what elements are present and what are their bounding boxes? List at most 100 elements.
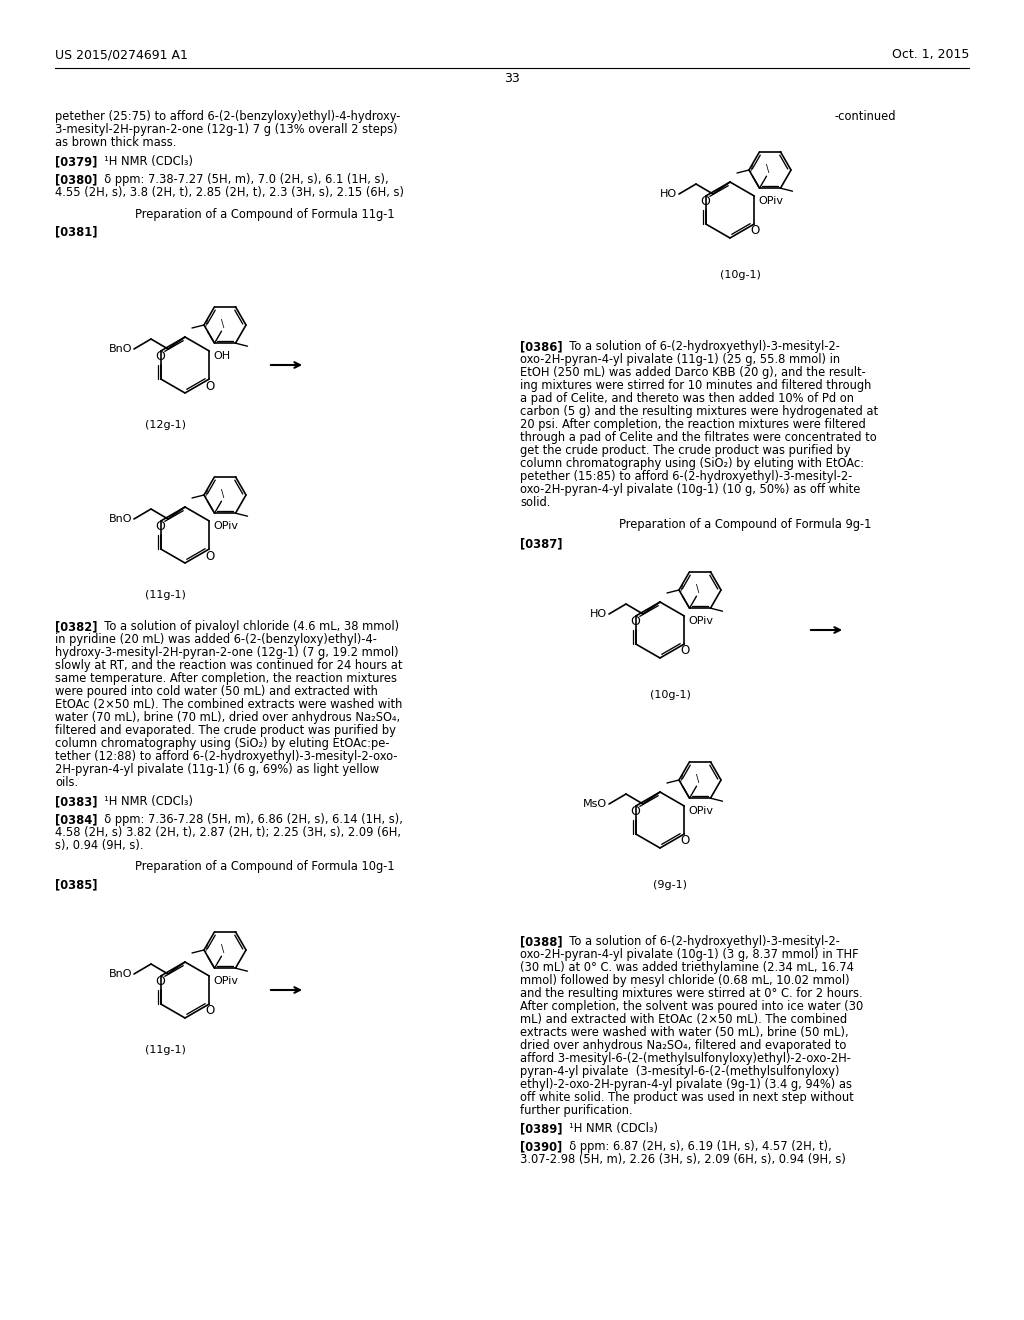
Text: oils.: oils. bbox=[55, 776, 78, 789]
Text: /: / bbox=[750, 164, 753, 174]
Text: petether (25:75) to afford 6-(2-(benzyloxy)ethyl)-4-hydroxy-: petether (25:75) to afford 6-(2-(benzylo… bbox=[55, 110, 400, 123]
Text: (30 mL) at 0° C. was added triethylamine (2.34 mL, 16.74: (30 mL) at 0° C. was added triethylamine… bbox=[520, 961, 854, 974]
Text: EtOAc (2×50 mL). The combined extracts were washed with: EtOAc (2×50 mL). The combined extracts w… bbox=[55, 698, 402, 711]
Text: O: O bbox=[205, 549, 214, 562]
Text: afford 3-mesityl-6-(2-(methylsulfonyloxy)ethyl)-2-oxo-2H-: afford 3-mesityl-6-(2-(methylsulfonyloxy… bbox=[520, 1052, 851, 1065]
Text: ing mixtures were stirred for 10 minutes and filtered through: ing mixtures were stirred for 10 minutes… bbox=[520, 379, 871, 392]
Text: ¹H NMR (CDCl₃): ¹H NMR (CDCl₃) bbox=[97, 154, 193, 168]
Text: O: O bbox=[205, 1005, 214, 1018]
Text: 2H-pyran-4-yl pivalate (11g-1) (6 g, 69%) as light yellow: 2H-pyran-4-yl pivalate (11g-1) (6 g, 69%… bbox=[55, 763, 379, 776]
Text: O: O bbox=[630, 615, 640, 628]
Text: in pyridine (20 mL) was added 6-(2-(benzyloxy)ethyl)-4-: in pyridine (20 mL) was added 6-(2-(benz… bbox=[55, 634, 377, 645]
Text: dried over anhydrous Na₂SO₄, filtered and evaporated to: dried over anhydrous Na₂SO₄, filtered an… bbox=[520, 1039, 847, 1052]
Text: /: / bbox=[205, 490, 208, 499]
Text: O: O bbox=[155, 975, 165, 987]
Text: To a solution of 6-(2-hydroxyethyl)-3-mesityl-2-: To a solution of 6-(2-hydroxyethyl)-3-me… bbox=[562, 341, 840, 352]
Text: To a solution of pivaloyl chloride (4.6 mL, 38 mmol): To a solution of pivaloyl chloride (4.6 … bbox=[97, 620, 399, 634]
Text: [0379]: [0379] bbox=[55, 154, 97, 168]
Text: (12g-1): (12g-1) bbox=[144, 420, 185, 430]
Text: 20 psi. After completion, the reaction mixtures were filtered: 20 psi. After completion, the reaction m… bbox=[520, 418, 865, 432]
Text: 3.07-2.98 (5H, m), 2.26 (3H, s), 2.09 (6H, s), 0.94 (9H, s): 3.07-2.98 (5H, m), 2.26 (3H, s), 2.09 (6… bbox=[520, 1152, 846, 1166]
Text: Oct. 1, 2015: Oct. 1, 2015 bbox=[892, 48, 969, 61]
Text: column chromatography using (SiO₂) by eluting with EtOAc:: column chromatography using (SiO₂) by el… bbox=[520, 457, 864, 470]
Text: oxo-2H-pyran-4-yl pivalate (10g-1) (3 g, 8.37 mmol) in THF: oxo-2H-pyran-4-yl pivalate (10g-1) (3 g,… bbox=[520, 948, 859, 961]
Text: petether (15:85) to afford 6-(2-hydroxyethyl)-3-mesityl-2-: petether (15:85) to afford 6-(2-hydroxye… bbox=[520, 470, 852, 483]
Text: (10g-1): (10g-1) bbox=[649, 690, 690, 700]
Text: -continued: -continued bbox=[835, 110, 896, 123]
Text: [0381]: [0381] bbox=[55, 224, 97, 238]
Text: To a solution of 6-(2-hydroxyethyl)-3-mesityl-2-: To a solution of 6-(2-hydroxyethyl)-3-me… bbox=[562, 935, 840, 948]
Text: Preparation of a Compound of Formula 10g-1: Preparation of a Compound of Formula 10g… bbox=[135, 861, 395, 873]
Text: same temperature. After completion, the reaction mixtures: same temperature. After completion, the … bbox=[55, 672, 397, 685]
Text: extracts were washed with water (50 mL), brine (50 mL),: extracts were washed with water (50 mL),… bbox=[520, 1026, 849, 1039]
Text: 4.55 (2H, s), 3.8 (2H, t), 2.85 (2H, t), 2.3 (3H, s), 2.15 (6H, s): 4.55 (2H, s), 3.8 (2H, t), 2.85 (2H, t),… bbox=[55, 186, 404, 199]
Text: O: O bbox=[680, 834, 689, 847]
Text: pyran-4-yl pivalate  (3-mesityl-6-(2-(methylsulfonyloxy): pyran-4-yl pivalate (3-mesityl-6-(2-(met… bbox=[520, 1065, 840, 1078]
Text: O: O bbox=[751, 224, 760, 238]
Text: After completion, the solvent was poured into ice water (30: After completion, the solvent was poured… bbox=[520, 1001, 863, 1012]
Text: a pad of Celite, and thereto was then added 10% of Pd on: a pad of Celite, and thereto was then ad… bbox=[520, 392, 854, 405]
Text: OPiv: OPiv bbox=[688, 616, 714, 626]
Text: O: O bbox=[680, 644, 689, 657]
Text: Preparation of a Compound of Formula 9g-1: Preparation of a Compound of Formula 9g-… bbox=[618, 517, 871, 531]
Text: [0382]: [0382] bbox=[55, 620, 97, 634]
Text: US 2015/0274691 A1: US 2015/0274691 A1 bbox=[55, 48, 187, 61]
Text: off white solid. The product was used in next step without: off white solid. The product was used in… bbox=[520, 1092, 854, 1104]
Text: (11g-1): (11g-1) bbox=[144, 1045, 185, 1055]
Text: δ ppm: 7.38-7.27 (5H, m), 7.0 (2H, s), 6.1 (1H, s),: δ ppm: 7.38-7.27 (5H, m), 7.0 (2H, s), 6… bbox=[97, 173, 389, 186]
Text: filtered and evaporated. The crude product was purified by: filtered and evaporated. The crude produ… bbox=[55, 723, 396, 737]
Text: \: \ bbox=[221, 490, 224, 499]
Text: Preparation of a Compound of Formula 11g-1: Preparation of a Compound of Formula 11g… bbox=[135, 209, 395, 220]
Text: water (70 mL), brine (70 mL), dried over anhydrous Na₂SO₄,: water (70 mL), brine (70 mL), dried over… bbox=[55, 711, 400, 723]
Text: /: / bbox=[205, 319, 208, 329]
Text: [0384]: [0384] bbox=[55, 813, 97, 826]
Text: /: / bbox=[205, 944, 208, 954]
Text: mL) and extracted with EtOAc (2×50 mL). The combined: mL) and extracted with EtOAc (2×50 mL). … bbox=[520, 1012, 847, 1026]
Text: HO: HO bbox=[659, 189, 677, 199]
Text: (11g-1): (11g-1) bbox=[144, 590, 185, 601]
Text: OPiv: OPiv bbox=[688, 807, 714, 816]
Text: s), 0.94 (9H, s).: s), 0.94 (9H, s). bbox=[55, 840, 143, 851]
Text: slowly at RT, and the reaction was continued for 24 hours at: slowly at RT, and the reaction was conti… bbox=[55, 659, 402, 672]
Text: \: \ bbox=[221, 319, 224, 329]
Text: 4.58 (2H, s) 3.82 (2H, t), 2.87 (2H, t); 2.25 (3H, s), 2.09 (6H,: 4.58 (2H, s) 3.82 (2H, t), 2.87 (2H, t);… bbox=[55, 826, 401, 840]
Text: \: \ bbox=[696, 585, 699, 594]
Text: [0387]: [0387] bbox=[520, 537, 562, 550]
Text: through a pad of Celite and the filtrates were concentrated to: through a pad of Celite and the filtrate… bbox=[520, 432, 877, 444]
Text: O: O bbox=[205, 380, 214, 392]
Text: column chromatography using (SiO₂) by eluting EtOAc:pe-: column chromatography using (SiO₂) by el… bbox=[55, 737, 389, 750]
Text: O: O bbox=[155, 350, 165, 363]
Text: OH: OH bbox=[213, 351, 230, 360]
Text: \: \ bbox=[696, 775, 699, 784]
Text: OPiv: OPiv bbox=[758, 195, 783, 206]
Text: /: / bbox=[680, 585, 683, 594]
Text: [0383]: [0383] bbox=[55, 795, 97, 808]
Text: mmol) followed by mesyl chloride (0.68 mL, 10.02 mmol): mmol) followed by mesyl chloride (0.68 m… bbox=[520, 974, 850, 987]
Text: 33: 33 bbox=[504, 73, 520, 84]
Text: [0380]: [0380] bbox=[55, 173, 97, 186]
Text: EtOH (250 mL) was added Darco KBB (20 g), and the result-: EtOH (250 mL) was added Darco KBB (20 g)… bbox=[520, 366, 865, 379]
Text: /: / bbox=[680, 775, 683, 784]
Text: δ ppm: 7.36-7.28 (5H, m), 6.86 (2H, s), 6.14 (1H, s),: δ ppm: 7.36-7.28 (5H, m), 6.86 (2H, s), … bbox=[97, 813, 402, 826]
Text: solid.: solid. bbox=[520, 496, 550, 510]
Text: O: O bbox=[630, 805, 640, 818]
Text: as brown thick mass.: as brown thick mass. bbox=[55, 136, 176, 149]
Text: [0385]: [0385] bbox=[55, 878, 97, 891]
Text: (9g-1): (9g-1) bbox=[653, 880, 687, 890]
Text: OPiv: OPiv bbox=[213, 521, 239, 531]
Text: were poured into cold water (50 mL) and extracted with: were poured into cold water (50 mL) and … bbox=[55, 685, 378, 698]
Text: oxo-2H-pyran-4-yl pivalate (11g-1) (25 g, 55.8 mmol) in: oxo-2H-pyran-4-yl pivalate (11g-1) (25 g… bbox=[520, 352, 840, 366]
Text: MsO: MsO bbox=[583, 799, 607, 809]
Text: ethyl)-2-oxo-2H-pyran-4-yl pivalate (9g-1) (3.4 g, 94%) as: ethyl)-2-oxo-2H-pyran-4-yl pivalate (9g-… bbox=[520, 1078, 852, 1092]
Text: 3-mesityl-2H-pyran-2-one (12g-1) 7 g (13% overall 2 steps): 3-mesityl-2H-pyran-2-one (12g-1) 7 g (13… bbox=[55, 123, 397, 136]
Text: hydroxy-3-mesityl-2H-pyran-2-one (12g-1) (7 g, 19.2 mmol): hydroxy-3-mesityl-2H-pyran-2-one (12g-1)… bbox=[55, 645, 398, 659]
Text: ¹H NMR (CDCl₃): ¹H NMR (CDCl₃) bbox=[97, 795, 193, 808]
Text: [0390]: [0390] bbox=[520, 1140, 562, 1152]
Text: \: \ bbox=[766, 164, 769, 174]
Text: HO: HO bbox=[590, 609, 607, 619]
Text: [0386]: [0386] bbox=[520, 341, 562, 352]
Text: BnO: BnO bbox=[109, 345, 132, 354]
Text: [0389]: [0389] bbox=[520, 1122, 562, 1135]
Text: O: O bbox=[699, 195, 710, 209]
Text: get the crude product. The crude product was purified by: get the crude product. The crude product… bbox=[520, 444, 851, 457]
